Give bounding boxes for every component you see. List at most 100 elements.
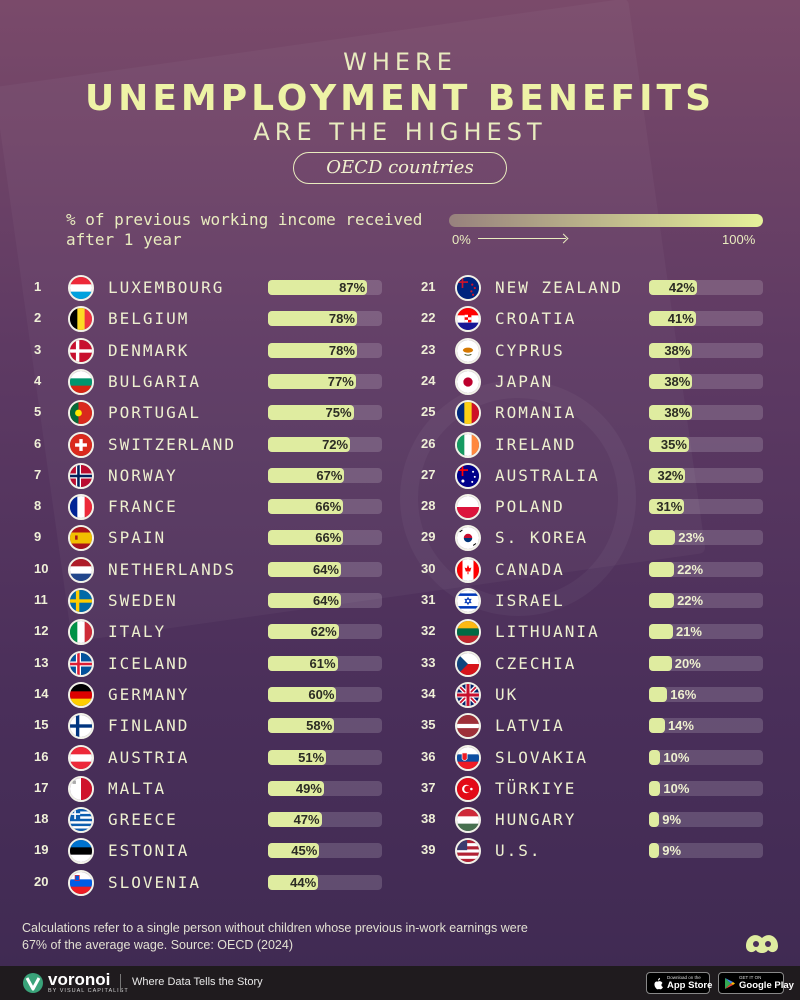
legend-gradient-bar xyxy=(449,214,763,227)
country-label: BELGIUM xyxy=(108,309,190,329)
bar-track xyxy=(649,812,763,828)
rank-label: 13 xyxy=(34,654,49,670)
bar-track xyxy=(268,342,382,358)
value-label: 22% xyxy=(677,593,704,608)
bar-track xyxy=(649,655,763,671)
chart-row: 9 SPAIN 66% xyxy=(34,525,394,552)
bar xyxy=(268,311,357,327)
rank-label: 26 xyxy=(421,435,436,451)
rank-label: 22 xyxy=(421,310,436,326)
footer-tagline: Where Data Tells the Story xyxy=(132,976,263,988)
google-play-button[interactable]: GET IT ON Google Play xyxy=(718,972,794,994)
value-label: 9% xyxy=(662,843,682,859)
czechia-flag-icon xyxy=(455,650,481,677)
value-label: 58% xyxy=(306,718,333,734)
bar xyxy=(649,467,686,483)
bar xyxy=(268,467,345,483)
rank-label: 8 xyxy=(34,498,42,514)
south-korea-flag-icon xyxy=(455,525,481,552)
value-label: 64% xyxy=(312,561,339,577)
country-label: FINLAND xyxy=(108,716,190,736)
bar-track xyxy=(649,718,763,734)
country-label: ESTONIA xyxy=(108,841,190,861)
country-label: CROATIA xyxy=(495,309,577,329)
latvia-flag-icon xyxy=(455,713,481,740)
rank-label: 14 xyxy=(34,685,49,701)
rank-label: 21 xyxy=(421,279,436,294)
bar xyxy=(649,812,660,828)
value-label: 21% xyxy=(675,624,702,640)
country-label: LATVIA xyxy=(495,716,565,736)
country-label: NETHERLANDS xyxy=(108,559,236,579)
poland-flag-icon xyxy=(455,494,481,521)
chart-row: 27 AUSTRALIA 32% xyxy=(421,462,781,489)
bar-track xyxy=(268,686,382,702)
value-label: 49% xyxy=(295,780,322,796)
chart-row: 30 CANADA 22% xyxy=(421,556,781,583)
rank-label: 19 xyxy=(34,842,49,858)
value-label: 78% xyxy=(328,342,355,358)
estonia-flag-icon xyxy=(68,838,94,865)
brand-name[interactable]: voronoi xyxy=(48,970,111,989)
bar xyxy=(268,499,344,515)
value-label: 41% xyxy=(667,311,694,327)
voronoi-mark-icon xyxy=(746,935,778,953)
bar xyxy=(268,780,324,796)
value-label: 20% xyxy=(674,655,701,671)
value-label: 31% xyxy=(656,499,683,515)
rank-label: 27 xyxy=(421,466,436,482)
bar xyxy=(649,342,693,358)
rank-label: 4 xyxy=(34,372,42,388)
value-label: 10% xyxy=(663,780,690,796)
rank-label: 5 xyxy=(34,404,42,420)
rank-label: 17 xyxy=(34,779,49,795)
app-store-button[interactable]: Download on the App Store xyxy=(646,972,712,994)
legend-min-label: 0% xyxy=(452,232,471,247)
bar xyxy=(649,561,675,577)
bar-track xyxy=(649,561,763,577)
value-label: 51% xyxy=(298,749,325,765)
chart-row: 11 SWEDEN 64% xyxy=(34,588,394,614)
country-label: AUSTRALIA xyxy=(495,465,600,485)
rank-label: 7 xyxy=(34,466,42,482)
bar-track xyxy=(268,311,382,327)
slovakia-flag-icon xyxy=(455,744,481,771)
bar-track xyxy=(268,499,382,515)
rank-label: 36 xyxy=(421,748,436,764)
portugal-flag-icon xyxy=(68,400,94,427)
bar-track xyxy=(649,280,763,295)
rank-label: 15 xyxy=(34,717,49,733)
value-label: 64% xyxy=(312,593,339,608)
denmark-flag-icon xyxy=(68,337,94,364)
apple-icon xyxy=(654,978,663,990)
sweden-flag-icon xyxy=(68,588,94,614)
greece-flag-icon xyxy=(68,807,94,834)
luxembourg-flag-icon xyxy=(68,275,94,301)
country-label: ROMANIA xyxy=(495,403,577,423)
rank-label: 20 xyxy=(34,873,49,889)
bar-track xyxy=(268,780,382,796)
chart-row: 14 GERMANY 60% xyxy=(34,681,394,708)
country-label: GERMANY xyxy=(108,684,190,704)
value-label: 47% xyxy=(293,812,320,828)
bar-track xyxy=(268,843,382,859)
chart-row: 31 ISRAEL 22% xyxy=(421,588,781,614)
value-label: 62% xyxy=(310,624,337,640)
bar-track xyxy=(649,373,763,389)
bar xyxy=(649,405,693,421)
chart-row: 22 CROATIA 41% xyxy=(421,306,781,333)
bar xyxy=(649,843,660,859)
canada-flag-icon xyxy=(455,556,481,583)
rank-label: 30 xyxy=(421,560,436,576)
bar xyxy=(649,686,668,702)
chart-row: 36 SLOVAKIA 10% xyxy=(421,744,781,771)
bar-track xyxy=(268,530,382,546)
rank-label: 16 xyxy=(34,748,49,764)
italy-flag-icon xyxy=(68,619,94,646)
country-label: BULGARIA xyxy=(108,371,202,391)
value-label: 60% xyxy=(308,686,335,702)
rank-label: 33 xyxy=(421,654,436,670)
country-label: MALTA xyxy=(108,778,167,798)
country-label: CYPRUS xyxy=(495,340,565,360)
value-label: 10% xyxy=(663,749,690,765)
